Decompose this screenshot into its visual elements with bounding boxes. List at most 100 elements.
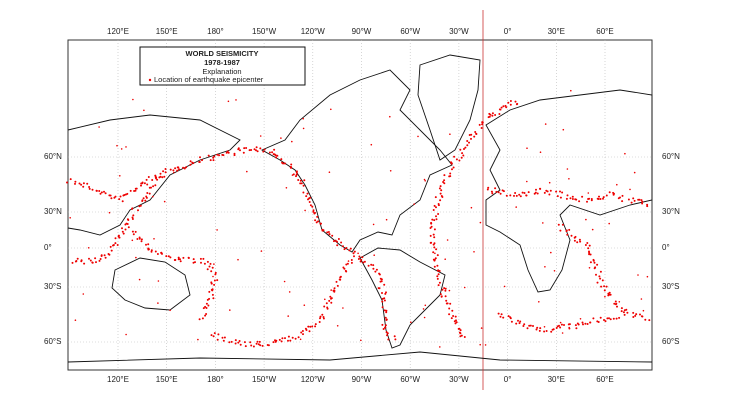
epicenter [444,287,447,290]
epicenter [248,149,251,152]
legend-item: Location of earthquake epicenter [154,75,264,84]
epicenter [440,189,443,192]
epicenter [330,297,332,300]
epicenter [570,89,572,92]
epicenter [285,187,288,189]
bottom-longitude-label: 30°W [449,375,469,384]
epicenter [514,192,517,194]
epicenter [179,260,182,263]
epicenter [131,207,134,210]
epicenter [433,246,436,249]
epicenter [536,192,539,195]
epicenter [140,238,143,241]
epicenter [213,332,216,335]
epicenter [381,323,384,326]
epicenter [272,153,275,156]
epicenter [627,198,630,201]
epicenter [484,344,487,346]
epicenter [272,341,275,344]
epicenter [131,218,134,220]
epicenter [302,184,305,187]
epicenter [604,320,607,323]
epicenter [432,209,435,211]
epicenter [494,114,497,116]
epicenter [169,168,172,171]
epicenter [164,171,167,174]
epicenter [120,148,123,150]
epicenter [618,301,621,303]
bottom-longitude-label: 30°E [548,375,565,384]
epicenter [80,183,83,186]
epicenter [491,114,494,117]
epicenter [539,151,542,153]
epicenter [598,275,601,278]
epicenter [326,307,329,310]
epicenter [383,309,386,312]
epicenter [526,147,528,149]
epicenter [140,184,142,187]
epicenter [374,270,377,273]
epicenter [454,315,457,318]
epicenter [357,252,359,255]
epicenter [145,243,147,246]
epicenter [359,260,362,263]
epicenter [148,186,151,189]
epicenter [528,324,531,327]
epicenter [381,297,384,300]
epicenter [629,188,631,191]
epicenter [576,241,579,244]
eurasia-africa [485,89,653,293]
epicenter [234,342,237,345]
epicenter [223,336,226,339]
epicenter [124,228,127,231]
epicenter [330,289,333,291]
epicenter [138,236,141,239]
epicenter [566,168,569,170]
epicenter [302,127,305,130]
epicenter [345,247,348,249]
epicenter [555,190,558,193]
epicenter [143,182,146,185]
epicenter [255,342,258,345]
epicenter [603,285,606,288]
epicenter [204,305,207,308]
epicenter [561,332,564,334]
north-america [260,69,453,253]
epicenter [532,325,534,327]
epicenter [104,192,107,195]
epicenter [529,324,532,327]
epicenter [262,150,265,153]
epicenter [325,302,328,305]
epicenter [204,314,207,317]
epicenter [473,135,476,138]
epicenter [268,151,271,154]
epicenter [221,336,224,339]
epicenter [618,316,621,319]
epicenter [612,193,615,196]
epicenter [178,168,180,171]
graticule [68,40,652,370]
epicenter [132,98,134,101]
epicenter [571,195,574,198]
epicenter [585,218,587,221]
epicenter [212,335,215,338]
epicenter [499,315,502,318]
epicenter [573,239,576,242]
epicenter [523,192,526,194]
epicenter [321,313,324,316]
epicenter [278,338,281,341]
epicenter [424,180,427,182]
epicenter [221,153,224,156]
epicenter [491,112,494,115]
epicenter [579,240,582,243]
epicenter [539,327,542,330]
epicenter [156,178,159,181]
epicenter [125,146,127,148]
epicenter [275,156,278,159]
top-longitude-label: 0° [504,27,512,36]
epicenter [626,311,629,314]
epicenters [66,89,651,348]
epicenter [98,190,101,192]
epicenter [348,249,351,252]
